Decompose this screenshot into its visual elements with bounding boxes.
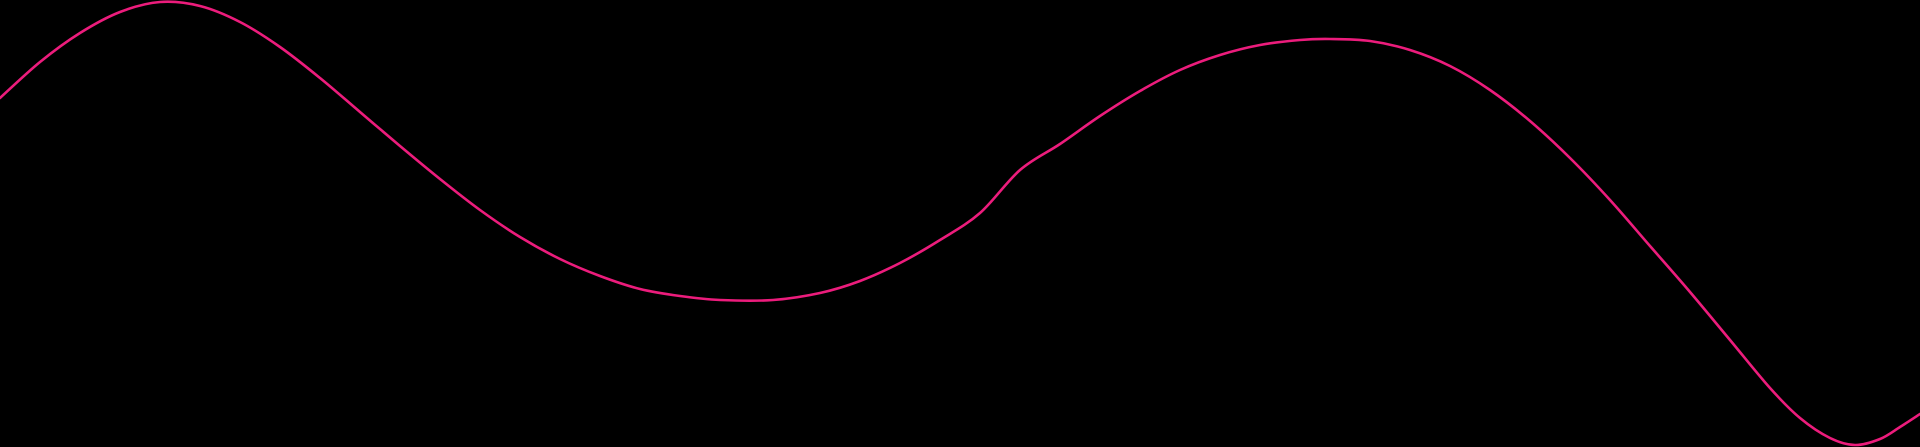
wave-canvas xyxy=(0,0,1920,447)
wave-line-series xyxy=(0,2,1920,445)
wave-chart xyxy=(0,0,1920,447)
chart-background xyxy=(0,0,1920,447)
